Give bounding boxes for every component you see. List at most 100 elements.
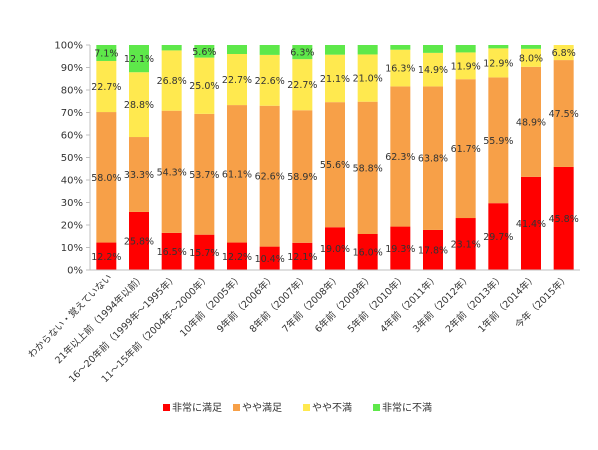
x-tick-label: 9年前（2006年）: [214, 272, 277, 335]
data-label: 25.0%: [189, 81, 219, 92]
bar-stack: 25.8% 33.3% 28.8% 12.1%: [124, 45, 154, 270]
data-label: 25.8%: [124, 236, 154, 247]
bar-segment: [390, 49, 411, 87]
legend-item: 非常に不満: [373, 401, 432, 414]
data-label: 63.8%: [418, 154, 448, 165]
bar-segment: [161, 45, 182, 51]
data-label: 29.7%: [483, 232, 513, 243]
legend-item: やや満足: [233, 402, 282, 414]
bar-segment: [292, 110, 313, 243]
data-label: 41.4%: [516, 219, 546, 230]
bar-segment: [129, 211, 149, 270]
data-label: 12.2%: [222, 252, 252, 263]
bar-segment: [488, 45, 509, 49]
x-tick-label: 今年（2015年）: [513, 272, 572, 331]
y-tick-label: 90%: [61, 63, 83, 74]
bar-segment: [129, 45, 149, 73]
data-label: 16.5%: [157, 247, 187, 258]
y-tick-label: 20%: [61, 221, 83, 232]
bar-segment: [227, 45, 247, 54]
data-label: 47.5%: [549, 109, 579, 120]
data-label: 61.7%: [451, 144, 481, 155]
bar-segment: [96, 242, 117, 270]
bar-segment: [455, 218, 476, 270]
legend: 非常に満足 やや満足 やや不満 非常に不満: [163, 401, 432, 414]
bar-segment: [259, 45, 280, 55]
data-label: 53.7%: [189, 170, 219, 181]
bar-stack: 23.1% 61.7% 11.9%: [451, 45, 481, 270]
bar-segment: [488, 203, 509, 270]
data-label: 14.9%: [418, 65, 448, 76]
bar-segment: [455, 79, 476, 219]
bar-stack: 16.5% 54.3% 26.8%: [157, 45, 187, 270]
data-label: 19.3%: [385, 244, 415, 255]
legend-label: やや不満: [312, 402, 352, 414]
data-label: 12.1%: [287, 252, 317, 263]
legend-label: 非常に不満: [382, 401, 432, 414]
bar-segment: [194, 234, 215, 270]
data-label: 10.4%: [255, 254, 285, 265]
data-label: 33.3%: [124, 170, 154, 181]
legend-swatch: [233, 404, 240, 411]
bar-segment: [357, 54, 378, 102]
data-label: 8.0%: [519, 53, 543, 64]
bar-stack: 15.7% 53.7% 25.0% 5.6%: [189, 45, 219, 270]
bar-segment: [259, 246, 280, 270]
bar-segment: [292, 59, 313, 111]
y-tick-label: 10%: [61, 243, 83, 254]
data-label: 21.1%: [320, 74, 350, 85]
bar-stack: 12.2% 58.0% 22.7% 7.1%: [91, 45, 121, 270]
x-tick-label: 2年前（2013年）: [443, 272, 506, 335]
data-label: 58.0%: [91, 173, 121, 184]
x-tick-label: 6年前（2009年）: [312, 272, 375, 335]
data-label: 16.0%: [353, 248, 383, 259]
y-tick-label: 50%: [61, 153, 83, 164]
data-label: 55.9%: [483, 136, 513, 147]
x-tick-label: 3年前（2012年）: [410, 272, 473, 335]
data-label: 15.7%: [189, 248, 219, 259]
data-label: 23.1%: [451, 240, 481, 251]
bar-segment: [423, 45, 443, 53]
data-label: 12.9%: [483, 58, 513, 69]
legend-swatch: [303, 404, 310, 411]
bar-segment: [357, 101, 378, 234]
y-tick-label: 60%: [61, 131, 83, 142]
bar-segment: [488, 48, 509, 78]
bar-segment: [553, 166, 574, 270]
bar-segment: [259, 54, 280, 106]
bar-segment: [96, 45, 117, 61]
y-tick-label: 40%: [61, 176, 83, 187]
legend-label: やや満足: [242, 402, 282, 414]
legend-item: やや不満: [303, 402, 352, 414]
data-label: 62.3%: [385, 152, 415, 163]
y-tick-label: 100%: [54, 41, 83, 52]
bar-segment: [96, 112, 117, 243]
data-label: 58.9%: [287, 172, 317, 183]
data-label: 28.8%: [124, 100, 154, 111]
bar-stack: 29.7% 55.9% 12.9%: [483, 45, 513, 270]
bar-segment: [227, 54, 247, 106]
data-label: 55.6%: [320, 160, 350, 171]
data-label: 48.9%: [516, 117, 546, 128]
data-label: 54.3%: [157, 167, 187, 178]
y-tick-label: 70%: [61, 108, 83, 119]
y-tick-label: 80%: [61, 86, 83, 97]
bar-stack: 12.1% 58.9% 22.7% 6.3%: [287, 45, 317, 270]
data-label: 12.1%: [124, 54, 154, 65]
bar-segment: [357, 45, 378, 55]
bar-stack: 16.0% 58.8% 21.0%: [353, 45, 383, 270]
bar-stack: 12.2% 61.1% 22.7%: [222, 45, 252, 270]
bar-segment: [259, 105, 280, 247]
bar-segment: [455, 52, 476, 80]
legend-swatch: [373, 404, 380, 411]
data-label: 6.3%: [290, 48, 314, 59]
x-tick-label: 8年前（2007年）: [247, 272, 310, 335]
data-label: 5.6%: [192, 47, 216, 58]
bar-segment: [390, 226, 411, 270]
data-label: 7.1%: [94, 48, 118, 59]
bar-segment: [553, 45, 574, 61]
bar-stack: 19.3% 62.3% 16.3%: [385, 45, 415, 270]
bar-segment: [521, 45, 541, 49]
x-tick-label: 4年前（2011年）: [378, 272, 441, 335]
